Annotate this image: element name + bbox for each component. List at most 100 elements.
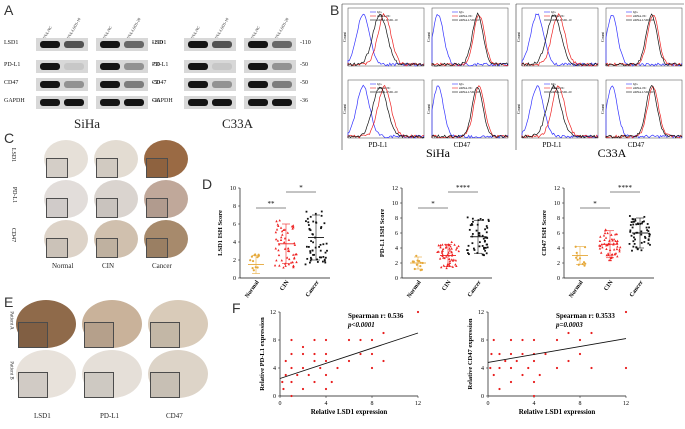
data-point: [278, 219, 281, 222]
magnified-inset: [84, 322, 114, 348]
blot-membrane: [184, 78, 236, 91]
data-point: [312, 233, 314, 236]
data-point: [287, 262, 291, 266]
data-point: [521, 352, 524, 356]
data-point: [441, 247, 445, 251]
data-point: [448, 259, 452, 263]
data-point: [466, 216, 469, 219]
data-point: [307, 221, 310, 224]
data-point: [251, 259, 255, 263]
data-point: [605, 247, 608, 250]
data-point: [629, 230, 632, 233]
igg-histogram: [521, 13, 599, 67]
data-point: [285, 256, 289, 259]
magnified-inset: [146, 238, 168, 258]
data-point: [641, 222, 643, 225]
data-point: [471, 223, 474, 226]
molecular-weight-marker: -36: [300, 98, 308, 104]
data-point: [442, 256, 445, 259]
data-point: [632, 240, 635, 243]
data-point: [450, 250, 453, 253]
data-point: [616, 239, 619, 242]
data-point: [301, 345, 305, 349]
y-tick-label: 10: [554, 201, 560, 207]
blot-membrane: [96, 78, 148, 91]
data-point: [322, 255, 325, 258]
data-point: [448, 249, 452, 252]
data-point: [455, 264, 458, 268]
data-point: [316, 258, 318, 261]
data-point: [324, 338, 328, 342]
data-point: [640, 233, 643, 236]
data-point: [498, 352, 501, 356]
data-point: [509, 380, 513, 384]
data-point: [275, 219, 278, 223]
y-tick-label: 12: [270, 310, 276, 316]
protein-band: [100, 63, 120, 70]
protein-band: [212, 63, 232, 70]
data-point: [284, 264, 287, 267]
y-tick-label: 10: [230, 186, 236, 192]
data-point: [309, 215, 312, 218]
data-point: [614, 239, 617, 243]
data-point: [471, 217, 474, 220]
data-point: [451, 259, 455, 262]
legend-label: IgG: [551, 10, 556, 14]
y-tick-label: 8: [233, 204, 236, 210]
data-point: [616, 245, 619, 248]
data-point: [616, 255, 619, 258]
data-point: [631, 226, 634, 229]
magnified-inset: [146, 198, 168, 218]
blot-row-label: GAPDH: [152, 98, 173, 104]
legend-label: siRNA-NC: [377, 86, 391, 90]
protein-band: [212, 41, 232, 48]
data-point: [544, 352, 547, 356]
data-point: [634, 219, 637, 222]
ihc-row-label: CD47: [10, 227, 17, 243]
data-point: [250, 255, 254, 258]
blot-membrane: [36, 78, 88, 91]
data-point: [515, 359, 518, 363]
data-point: [590, 366, 593, 370]
y-axis-label: Count: [516, 103, 521, 114]
magnified-inset: [96, 158, 118, 178]
data-point: [641, 221, 644, 223]
blot-membrane: [244, 96, 296, 109]
blot-row-label: PD-L1: [4, 62, 21, 68]
data-point: [477, 232, 480, 235]
protein-band: [64, 41, 84, 48]
data-point: [478, 245, 481, 248]
data-point: [632, 220, 635, 223]
data-point: [249, 259, 252, 262]
data-point: [312, 241, 314, 244]
data-point: [319, 243, 322, 246]
data-point: [310, 240, 312, 242]
legend-label: siRNA-NC: [633, 86, 647, 90]
data-point: [290, 366, 293, 370]
blot-row-label: LSD1: [4, 40, 19, 46]
data-point: [295, 260, 298, 264]
data-point: [483, 246, 485, 249]
data-point: [313, 253, 316, 256]
data-point: [454, 259, 458, 262]
y-tick-label: 8: [481, 338, 484, 344]
cell-line-label: C33A: [598, 146, 627, 160]
data-point: [312, 220, 315, 223]
magnified-inset: [46, 158, 68, 178]
marker-label: CD47: [454, 141, 471, 149]
blot-row-label: LSD1: [152, 40, 167, 46]
legend-label: IgG: [459, 82, 464, 86]
data-point: [311, 249, 314, 252]
data-point: [614, 252, 618, 255]
data-point: [382, 331, 385, 335]
y-axis-title: Relative PD-L1 expression: [259, 317, 266, 391]
data-point: [470, 222, 473, 225]
sirna-nc-histogram: [431, 14, 509, 67]
data-point: [485, 231, 488, 234]
data-point: [590, 331, 593, 335]
x-tick-label: 4: [325, 401, 328, 407]
category-label: Normal: [568, 279, 584, 299]
data-point: [601, 246, 604, 249]
data-point: [277, 224, 280, 228]
data-point: [289, 261, 293, 264]
